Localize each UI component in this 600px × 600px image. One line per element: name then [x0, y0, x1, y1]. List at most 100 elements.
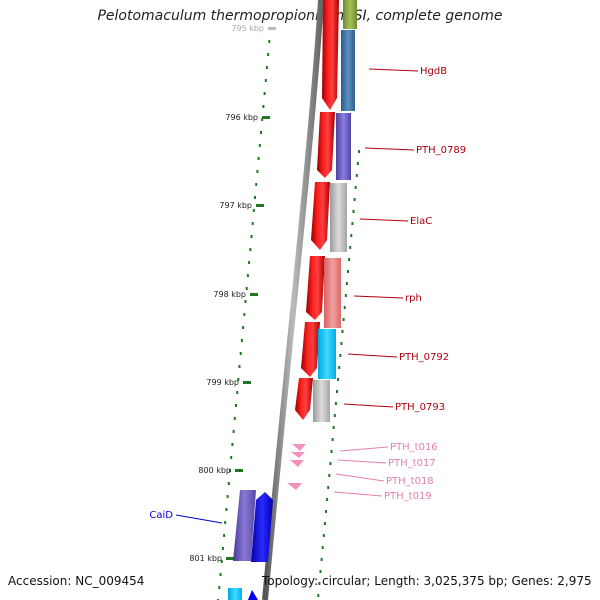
- guide-dot: [267, 53, 270, 56]
- guide-dot: [239, 352, 242, 355]
- gene-label: CaiD: [149, 510, 173, 521]
- olive-block: [343, 0, 357, 29]
- guide-dot: [333, 414, 336, 417]
- gene-leader-line: [353, 295, 404, 299]
- guide-dot: [265, 66, 268, 69]
- guide-dot: [219, 573, 222, 576]
- gene-leader-line: [347, 353, 398, 358]
- guide-dot: [256, 170, 259, 173]
- guide-dot: [258, 144, 261, 147]
- gene-leader-line: [343, 403, 394, 408]
- guide-dot: [350, 234, 353, 237]
- gene-leader-line: [339, 446, 389, 452]
- guide-dot: [317, 594, 320, 597]
- genome-summary-text: Topology: circular; Length: 3,025,375 bp…: [262, 574, 592, 588]
- scale-tick-label: 797 kbp: [219, 201, 252, 210]
- guide-dot: [355, 174, 358, 177]
- gene-leader-line: [175, 514, 223, 524]
- guide-dot: [347, 270, 349, 273]
- guide-dot: [336, 390, 338, 393]
- guide-dot: [352, 210, 355, 213]
- guide-dot: [320, 558, 323, 561]
- guide-dot: [224, 521, 227, 524]
- blue-fragment: [248, 590, 258, 600]
- gene-leader-line: [335, 473, 385, 482]
- guide-dot: [328, 474, 331, 477]
- guide-dot: [242, 326, 245, 329]
- guide-dot: [245, 287, 248, 290]
- guide-dot: [249, 248, 252, 251]
- guide-dot: [238, 365, 241, 368]
- guide-dot: [257, 157, 260, 160]
- guide-dot: [339, 354, 342, 357]
- guide-dot: [268, 40, 271, 43]
- trna-marker: [287, 483, 302, 490]
- gene-labels-left: CaiD: [149, 510, 223, 524]
- scale-tick-label: 795 kbp: [231, 24, 264, 33]
- gene-leader-line: [333, 491, 383, 497]
- gene-leader-line: [368, 68, 419, 72]
- guide-dot: [225, 508, 228, 511]
- guide-dot: [220, 560, 223, 563]
- elac-block: [330, 183, 347, 252]
- guide-dot: [325, 510, 327, 513]
- guide-dot: [261, 118, 264, 121]
- cds-arrow: [322, 0, 339, 110]
- guide-dot: [227, 482, 230, 485]
- scale-tick-label: 798 kbp: [213, 290, 246, 299]
- guide-dot: [263, 92, 266, 95]
- guide-dot: [322, 534, 325, 537]
- gene-label: ElaC: [410, 216, 432, 227]
- scale-tick: [262, 116, 270, 119]
- cds-arrow: [295, 378, 313, 420]
- guide-dot: [244, 300, 247, 303]
- scale-tick-label: 801 kbp: [189, 554, 222, 563]
- gene-label: HgdB: [420, 66, 447, 77]
- guide-dot: [341, 330, 344, 333]
- gene-label: PTH_t018: [386, 476, 434, 487]
- caid-lavender-block: [233, 490, 256, 561]
- guide-dot: [348, 258, 351, 261]
- gene-leader-line: [337, 459, 387, 464]
- guide-dot: [321, 546, 324, 549]
- guide-dot: [323, 522, 326, 525]
- guide-dot: [252, 209, 255, 212]
- guide-dot: [334, 402, 337, 405]
- scale-tick: [256, 204, 264, 207]
- scale-tick-label: 799 kbp: [206, 378, 239, 387]
- rph-block: [324, 258, 341, 328]
- guide-dot: [218, 586, 221, 589]
- guide-dot: [243, 313, 246, 316]
- gene-label: PTH_t016: [390, 442, 438, 453]
- scale-tick: [235, 469, 243, 472]
- guide-dot: [345, 282, 348, 285]
- guide-dot: [264, 79, 267, 82]
- guide-dot: [232, 430, 235, 433]
- scale-tick: [226, 557, 234, 560]
- scale-tick-label: 800 kbp: [198, 466, 231, 475]
- guide-dot: [353, 198, 356, 201]
- map-title: Pelotomaculum thermopropionicum SI, comp…: [97, 8, 503, 24]
- guide-dot: [229, 469, 231, 472]
- accession-text: Accession: NC_009454: [8, 574, 145, 588]
- guide-dot: [318, 582, 321, 585]
- guide-dot: [262, 105, 265, 108]
- guide-dot: [332, 426, 335, 429]
- cds-strand-track: [295, 0, 339, 420]
- function-color-track: [313, 0, 357, 422]
- gene-label: PTH_t017: [388, 458, 436, 469]
- pth0792-block: [318, 329, 336, 379]
- guide-dot: [226, 495, 229, 498]
- scale-tick-label: 796 kbp: [225, 113, 258, 122]
- guide-dot: [354, 186, 357, 189]
- guide-dot: [223, 534, 226, 537]
- cds-arrow: [306, 256, 325, 320]
- trna-marker: [291, 452, 305, 458]
- trna-markers: [287, 444, 306, 490]
- guide-dot: [331, 438, 334, 441]
- green-guide-dots: [217, 40, 360, 600]
- hgdb-block: [341, 30, 355, 111]
- trna-marker: [290, 460, 304, 467]
- guide-dot: [351, 222, 354, 225]
